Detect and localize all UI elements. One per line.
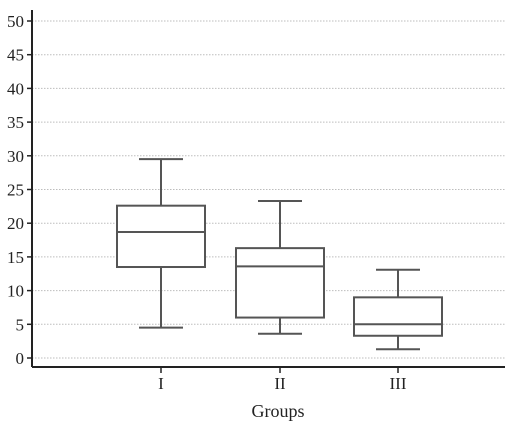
x-tick-label: III [390, 374, 407, 393]
y-tick-label: 50 [7, 12, 24, 31]
y-tick-label: 25 [7, 181, 24, 200]
iqr-box [116, 204, 206, 269]
box-plot-III [353, 268, 443, 351]
box-plot-I [116, 158, 206, 329]
y-tick-label: 0 [16, 349, 25, 368]
axes [31, 10, 505, 368]
y-tick-label: 45 [7, 46, 24, 65]
box-plots [116, 158, 443, 351]
x-tick-label: II [274, 374, 286, 393]
x-axis-title: Groups [252, 401, 305, 421]
y-tick-label: 30 [7, 147, 24, 166]
y-tick-label: 5 [16, 315, 25, 334]
box-plot-II [235, 199, 325, 335]
y-tick-label: 20 [7, 214, 24, 233]
y-tick-label: 15 [7, 248, 24, 267]
iqr-box [235, 247, 325, 319]
x-tick-label: I [158, 374, 164, 393]
y-tick-label: 40 [7, 79, 24, 98]
iqr-box [353, 296, 443, 337]
y-tick-label: 35 [7, 113, 24, 132]
y-tick-label: 10 [7, 282, 24, 301]
